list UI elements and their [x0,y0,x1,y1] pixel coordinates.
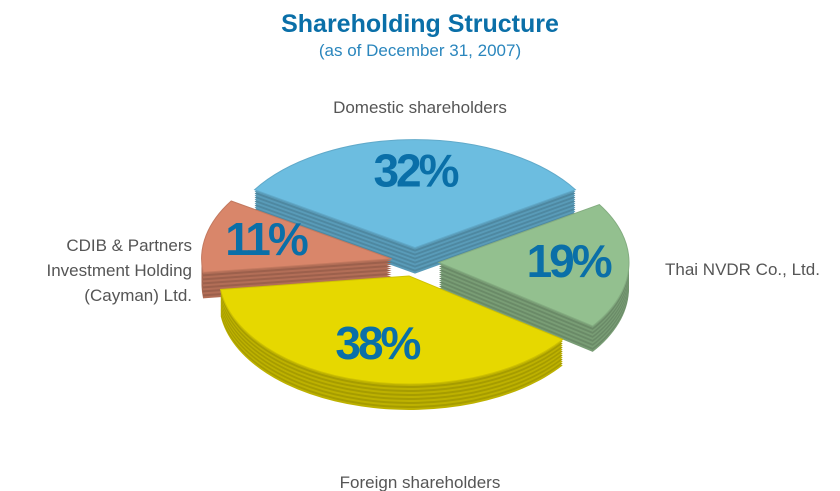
value-label: 32% [373,144,458,196]
value-label: 11% [225,213,308,265]
slice [437,204,630,352]
category-label: Foreign shareholders [339,473,501,491]
slice-top [253,139,577,249]
slice-top [201,200,392,273]
chart-subtitle: (as of December 31, 2007) [318,41,522,60]
slice-top [437,204,630,327]
chart-title: Shareholding Structure [281,10,559,38]
value-label: 19% [527,235,612,287]
category-label: Domestic shareholders [333,98,507,117]
slice [201,200,392,299]
slice [253,139,577,274]
slice [219,275,564,410]
slice-top [219,275,564,385]
value-label: 38% [335,317,420,369]
category-label: CDIB & Partners Investment Holding (Caym… [46,236,192,305]
category-label: Thai NVDR Co., Ltd. [665,260,820,279]
